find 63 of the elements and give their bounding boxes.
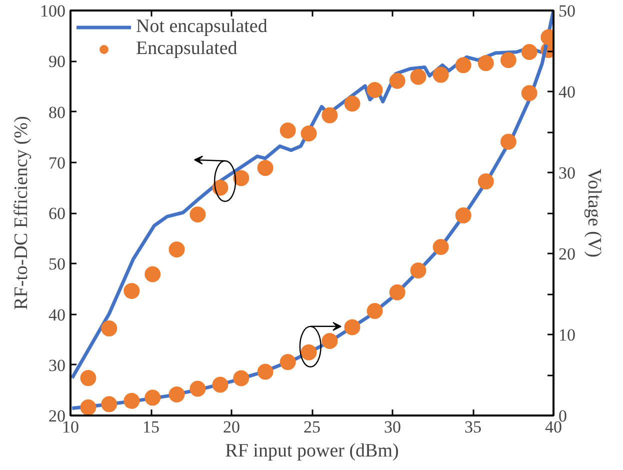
point xyxy=(280,122,296,138)
y-tick-label: 50 xyxy=(48,254,66,274)
point xyxy=(344,96,360,112)
point xyxy=(124,392,140,409)
point xyxy=(190,206,206,223)
point xyxy=(322,107,338,124)
y-tick-label: 40 xyxy=(48,305,66,324)
point xyxy=(410,262,426,278)
x-tick-label: 20 xyxy=(223,418,240,436)
point xyxy=(521,44,538,60)
y2-tick-label: 20 xyxy=(558,244,576,264)
point xyxy=(389,284,406,300)
y-tick-label: 30 xyxy=(48,356,66,375)
point xyxy=(366,303,383,319)
y-tick-label: 70 xyxy=(48,153,66,172)
y2-tick-label: 40 xyxy=(558,82,576,102)
point xyxy=(144,266,161,282)
point xyxy=(101,320,118,336)
y2-tick-label: 30 xyxy=(558,164,576,182)
x-tick-label: 35 xyxy=(464,418,482,436)
point xyxy=(212,376,228,393)
point xyxy=(366,82,383,98)
point xyxy=(124,282,140,299)
x-tick-label: 30 xyxy=(384,418,401,436)
point xyxy=(322,332,338,349)
point xyxy=(432,66,449,83)
point xyxy=(432,239,449,256)
y-tick-label: 100 xyxy=(40,2,66,20)
y2-tick-label: 50 xyxy=(558,2,576,20)
point xyxy=(478,55,494,72)
x-axis-title: RF input power (dBm) xyxy=(225,440,399,462)
point xyxy=(344,319,360,336)
legend-label: Not encapsulated xyxy=(136,16,268,38)
x-tick-label: 15 xyxy=(142,418,160,436)
y-tick-label: 90 xyxy=(48,52,66,72)
point xyxy=(80,370,96,386)
point xyxy=(500,52,516,68)
point xyxy=(101,396,118,412)
point xyxy=(500,134,516,150)
point xyxy=(455,207,472,224)
point xyxy=(233,170,250,186)
point xyxy=(144,390,161,406)
point xyxy=(389,72,406,89)
point xyxy=(455,57,472,74)
point xyxy=(410,68,426,85)
point xyxy=(168,386,185,402)
y-tick-label: 60 xyxy=(48,204,66,223)
y-tick-label: 80 xyxy=(48,102,66,122)
x-tick-label: 25 xyxy=(304,418,320,436)
y-axis-title: RF-to-DC Efficiency (%) xyxy=(11,116,32,310)
point xyxy=(521,85,538,102)
point xyxy=(300,126,317,142)
point xyxy=(80,399,96,416)
point xyxy=(257,160,274,176)
point xyxy=(280,354,296,370)
y2-axis-title: Voltage (V) xyxy=(584,168,604,258)
point xyxy=(233,370,250,386)
point xyxy=(190,380,206,397)
point xyxy=(257,364,274,380)
point xyxy=(478,173,494,190)
point xyxy=(168,241,185,258)
y2-tick-label: 10 xyxy=(558,326,576,344)
legend-label: Encapsulated xyxy=(136,38,238,60)
